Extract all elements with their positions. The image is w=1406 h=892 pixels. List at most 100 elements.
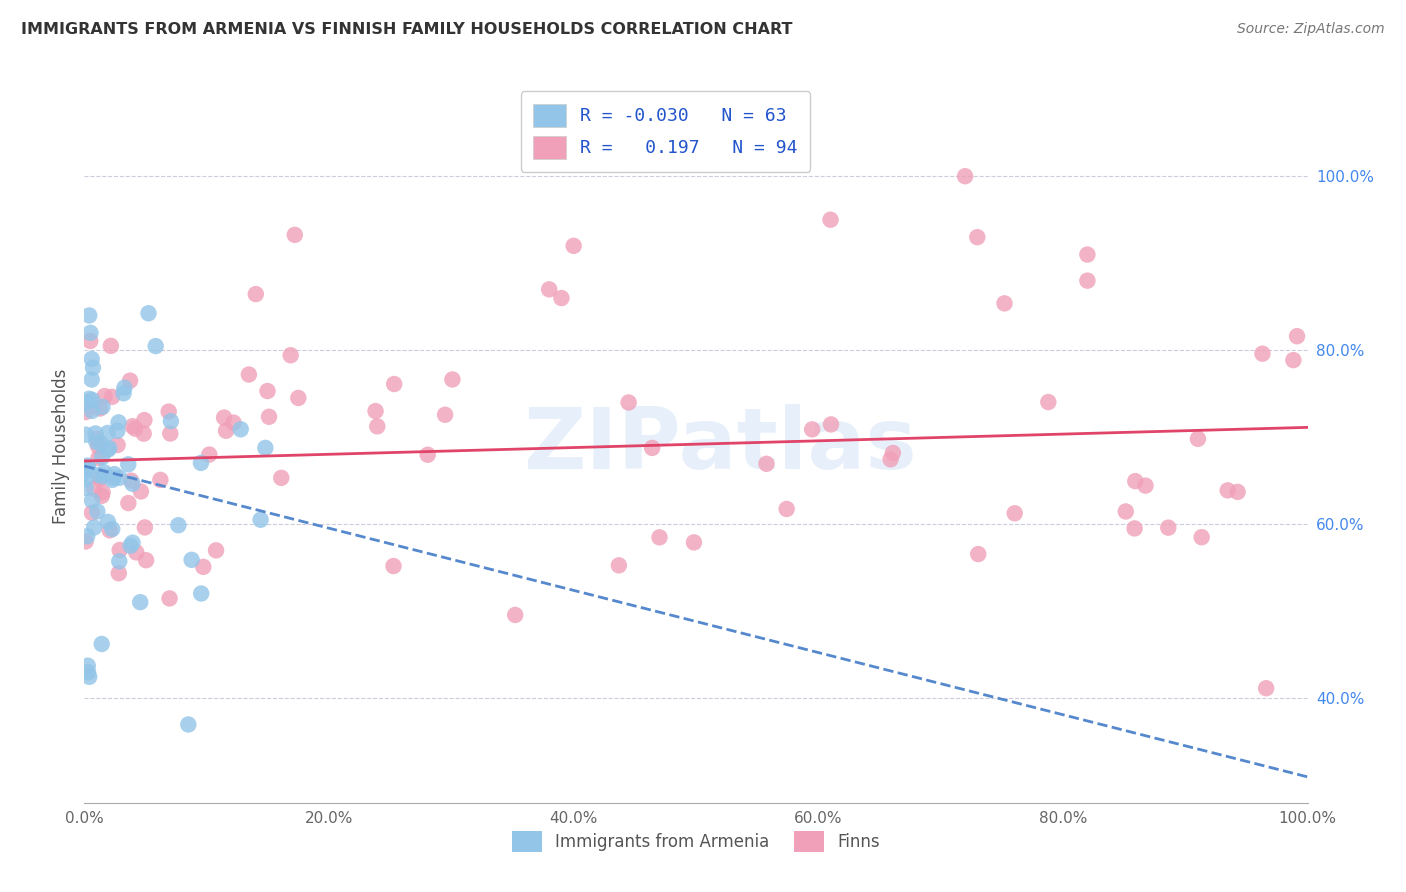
Point [132,426,155,441]
Text: Source: ZipAtlas.com: Source: ZipAtlas.com [1237,22,1385,37]
Point [77,665,100,680]
Legend: Immigrants from Armenia, Finns: Immigrants from Armenia, Finns [505,824,887,859]
Point [75,472,97,486]
Point [125,545,148,559]
Point [76,458,98,473]
Point [91,450,114,465]
Point [117,496,139,510]
Point [416,448,439,462]
Point [1004,506,1026,520]
Point [121,476,143,491]
Point [820,212,842,227]
Point [82,392,104,407]
Point [953,169,976,184]
Point [222,416,245,430]
Point [103,467,125,482]
Point [641,441,664,455]
Point [1187,432,1209,446]
Point [138,306,160,320]
Point [193,559,215,574]
Point [77,392,100,406]
Point [287,391,309,405]
Point [80,351,103,366]
Point [134,413,156,427]
Point [80,404,103,418]
Point [280,348,302,362]
Point [93,389,115,403]
Point [98,441,121,455]
Point [562,239,585,253]
Point [83,482,105,496]
Point [89,472,111,486]
Point [284,227,307,242]
Point [683,535,706,549]
Point [77,461,100,475]
Point [993,296,1015,310]
Point [80,506,103,520]
Point [441,372,464,386]
Point [1123,521,1146,535]
Point [129,595,152,609]
Point [75,427,97,442]
Point [1226,484,1249,499]
Point [79,334,101,348]
Point [84,426,107,441]
Point [538,282,561,296]
Point [190,586,212,600]
Point [76,529,98,543]
Point [75,405,97,419]
Point [1123,474,1146,488]
Point [108,554,131,568]
Text: IMMIGRANTS FROM ARMENIA VS FINNISH FAMILY HOUSEHOLDS CORRELATION CHART: IMMIGRANTS FROM ARMENIA VS FINNISH FAMIL… [21,22,793,37]
Point [129,484,152,499]
Point [93,466,115,480]
Point [212,410,235,425]
Point [90,637,112,651]
Point [103,471,125,485]
Point [190,456,212,470]
Point [882,446,904,460]
Point [80,493,103,508]
Point [1076,247,1098,261]
Point [648,530,671,544]
Point [160,414,183,428]
Point [145,339,167,353]
Point [117,458,139,472]
Point [205,543,228,558]
Point [256,384,278,398]
Point [1216,483,1239,498]
Point [75,465,97,479]
Point [90,437,112,451]
Point [87,439,110,453]
Point [107,566,129,581]
Point [79,326,101,340]
Point [382,559,405,574]
Point [215,424,238,438]
Point [91,469,114,483]
Point [82,360,104,375]
Point [1115,504,1137,518]
Point [87,468,110,483]
Point [966,230,988,244]
Point [97,442,120,457]
Point [91,400,114,414]
Point [86,504,108,518]
Point [801,422,824,436]
Point [121,535,143,549]
Point [135,553,157,567]
Point [83,520,105,534]
Point [124,422,146,436]
Point [305,848,328,863]
Point [1251,346,1274,360]
Point [89,401,111,416]
Point [167,518,190,533]
Point [254,441,277,455]
Point [108,543,131,558]
Point [149,473,172,487]
Point [120,474,142,488]
Point [180,553,202,567]
Point [538,856,561,871]
Point [879,452,901,467]
Point [101,473,124,487]
Point [107,438,129,452]
